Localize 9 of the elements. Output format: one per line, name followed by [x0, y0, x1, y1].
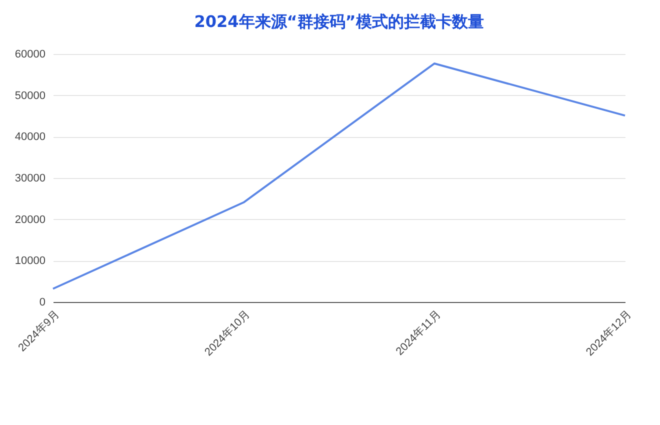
y-tick-label: 30000 — [14, 172, 46, 184]
y-tick-label: 40000 — [14, 131, 46, 144]
y-tick-label: 60000 — [14, 48, 46, 60]
line-series — [52, 62, 626, 290]
y-tick-label: 0 — [39, 296, 46, 308]
chart-title: 2024年来源“群接码”模式的拦截卡数量 — [194, 12, 484, 31]
y-tick-label: 10000 — [14, 255, 46, 268]
y-tick-label: 50000 — [14, 90, 46, 102]
y-tick-label: 20000 — [14, 214, 46, 226]
